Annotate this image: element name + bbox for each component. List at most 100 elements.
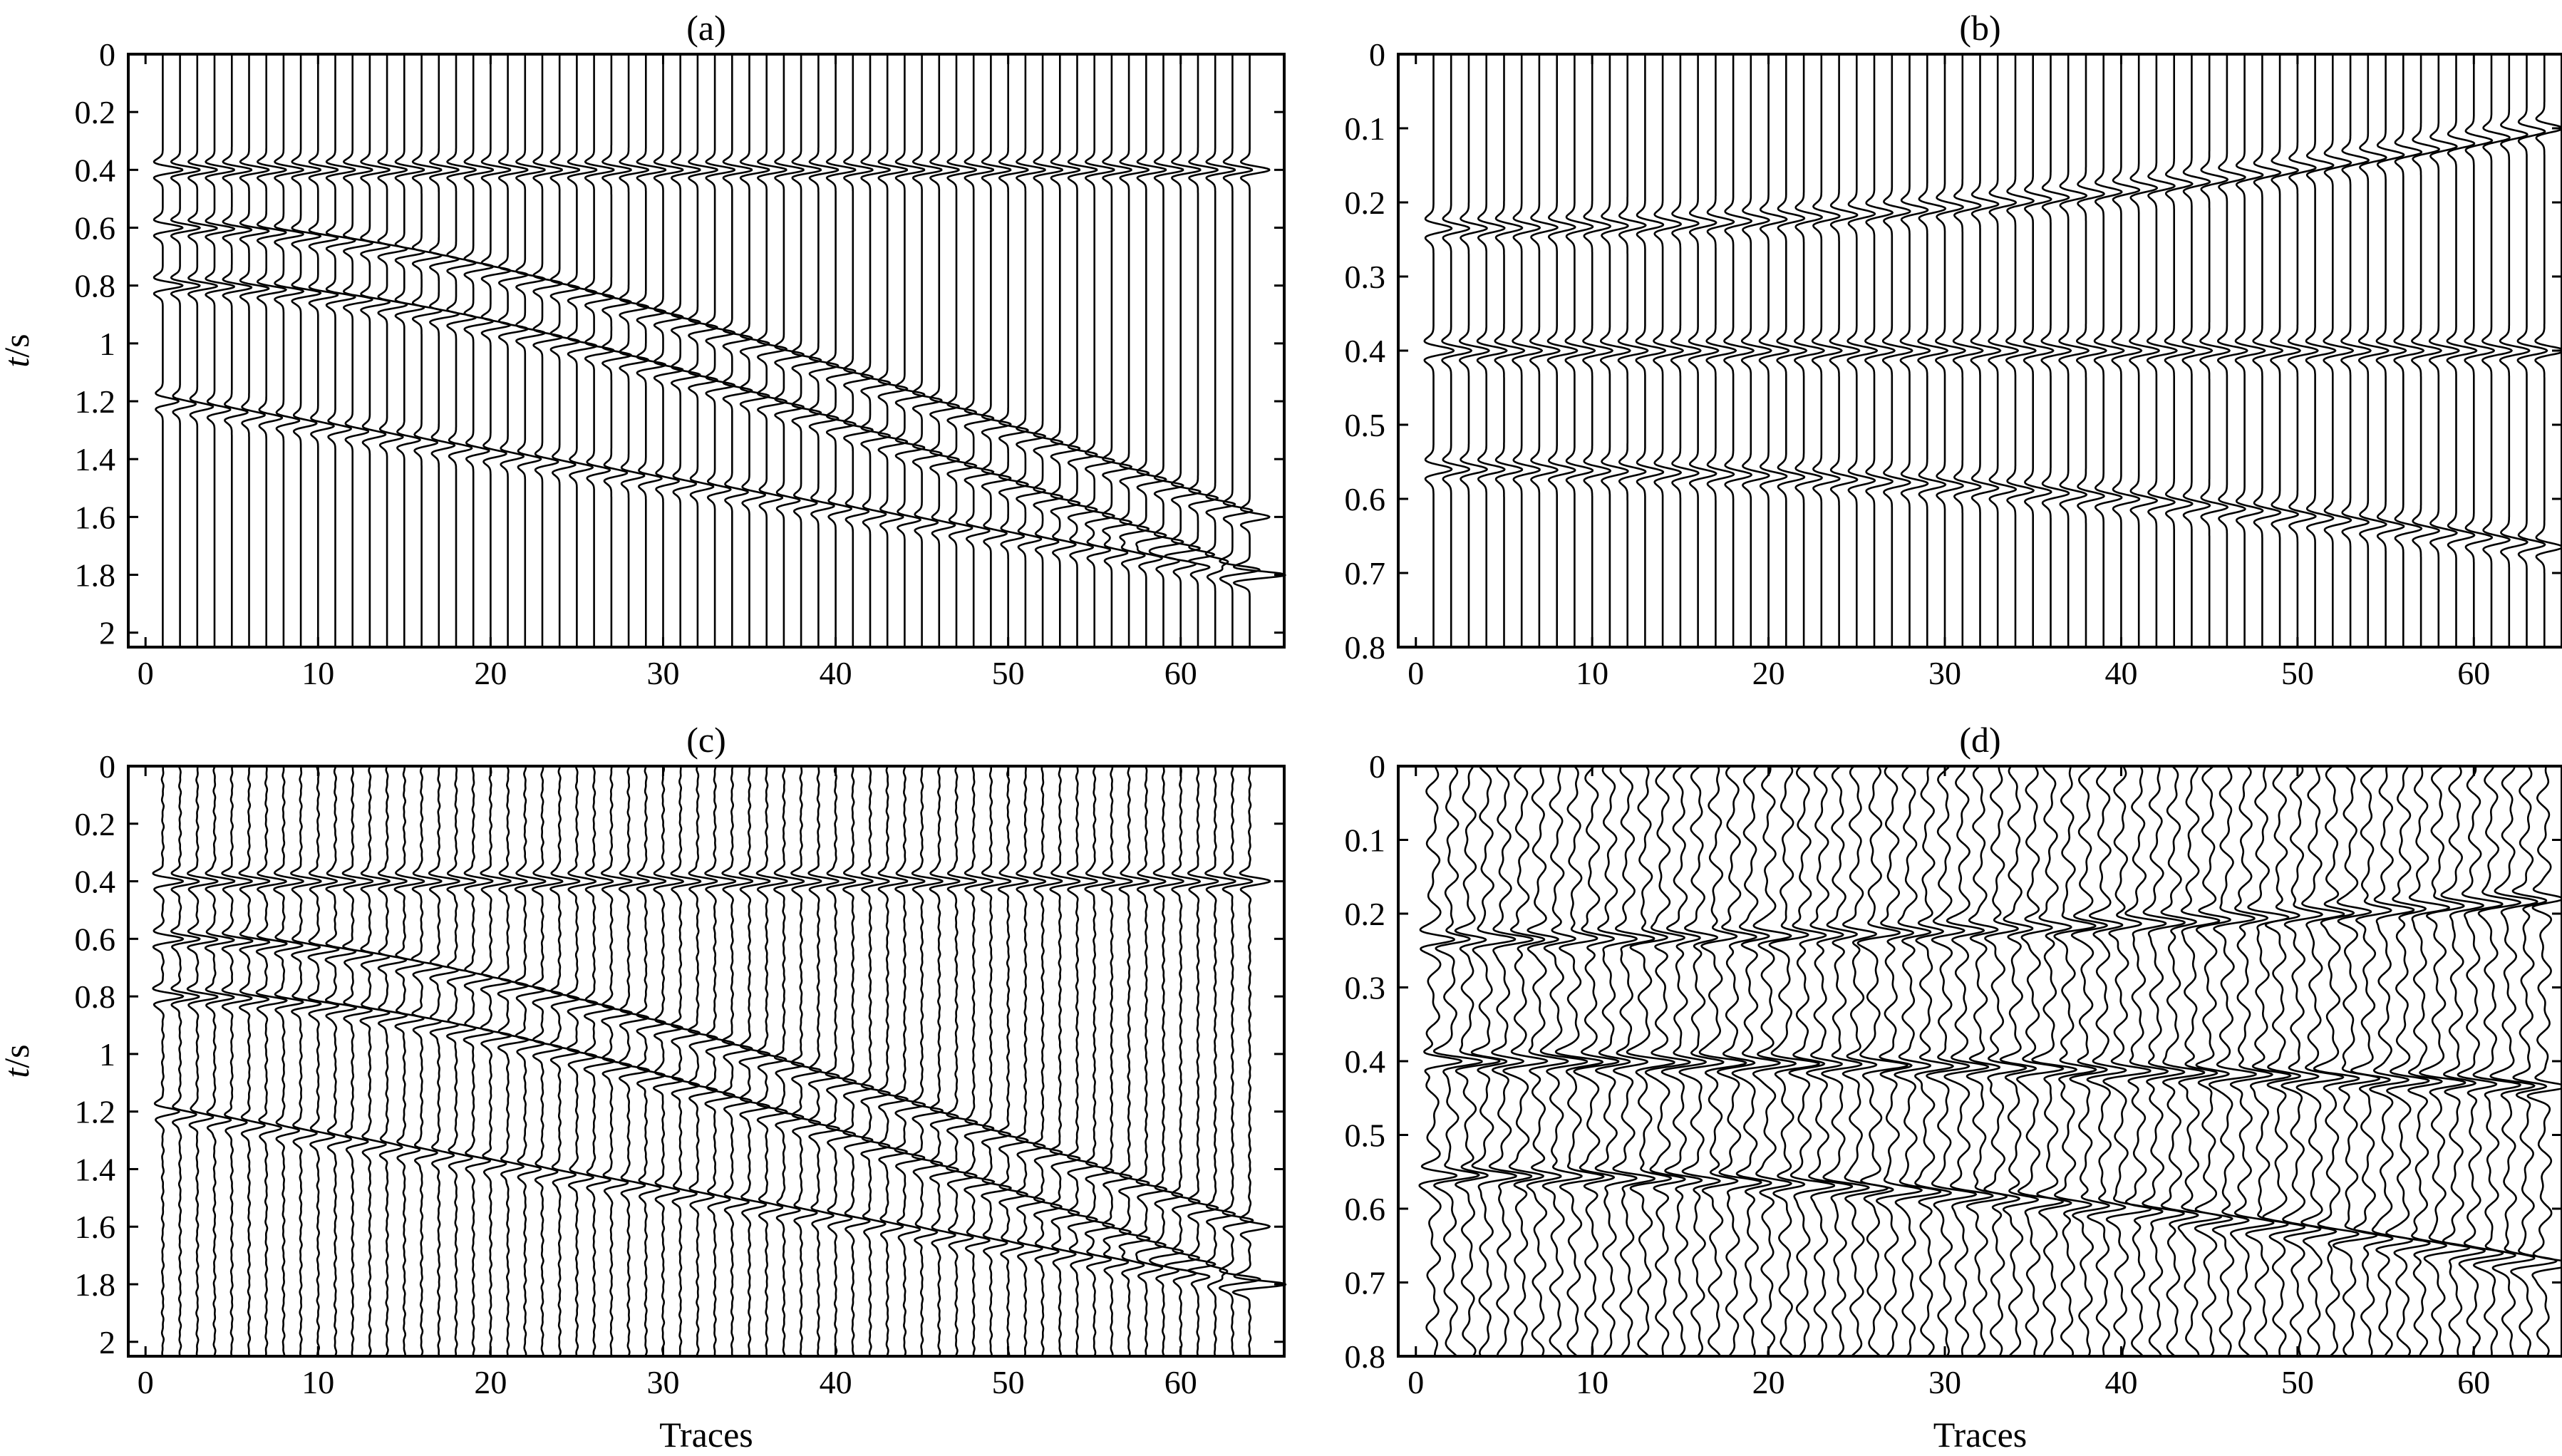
x-tick-label: 50	[2281, 655, 2314, 691]
y-axis-label-unit: /s	[0, 1044, 36, 1068]
trace	[221, 765, 254, 1357]
trace	[1050, 53, 1081, 648]
trace	[274, 53, 304, 648]
trace	[721, 765, 753, 1357]
y-tick-label: 0	[1369, 36, 1385, 73]
trace	[1705, 53, 1737, 648]
x-tick-label: 10	[301, 1364, 334, 1400]
trace	[2446, 53, 2478, 648]
trace	[1187, 765, 1219, 1357]
trace	[2262, 765, 2306, 1357]
trace	[2252, 53, 2284, 648]
trace	[2229, 765, 2275, 1357]
trace	[842, 765, 874, 1357]
trace	[1688, 53, 1720, 648]
y-tick-label: 0.8	[75, 979, 116, 1015]
trace	[1476, 53, 1508, 648]
x-tick-label: 50	[2281, 1364, 2314, 1400]
trace	[2031, 765, 2077, 1357]
x-tick-label: 20	[474, 655, 507, 691]
trace	[549, 53, 581, 648]
x-tick-label: 60	[1164, 655, 1197, 691]
x-tick-label: 60	[2457, 655, 2490, 691]
trace	[2516, 53, 2548, 648]
x-axis-label: Traces	[1933, 1415, 2027, 1455]
trace	[2005, 53, 2037, 648]
trace	[1546, 53, 1579, 648]
trace	[2369, 765, 2415, 1357]
y-tick-label: 0.8	[75, 268, 116, 304]
trace	[2016, 765, 2065, 1357]
trace	[186, 765, 219, 1357]
x-tick-label: 40	[820, 655, 852, 691]
trace	[652, 765, 684, 1357]
trace	[1118, 765, 1151, 1357]
trace	[1881, 53, 1913, 648]
trace	[2069, 765, 2110, 1357]
trace	[964, 53, 995, 648]
x-tick-label: 0	[138, 1364, 154, 1400]
trace	[343, 53, 373, 648]
trace	[738, 765, 771, 1357]
y-tick-label: 0.6	[75, 210, 116, 247]
y-tick-label: 1.8	[75, 1266, 116, 1303]
traces	[1423, 53, 2562, 648]
trace	[1582, 53, 1613, 648]
trace	[1794, 53, 1825, 648]
trace	[2323, 53, 2355, 648]
trace	[1564, 53, 1596, 648]
trace	[1983, 765, 2028, 1357]
trace	[1999, 765, 2039, 1357]
trace	[1670, 53, 1702, 648]
traces	[153, 53, 1286, 648]
y-tick-label: 1.6	[75, 1209, 116, 1245]
trace	[1526, 765, 1569, 1357]
y-tick-label: 0.2	[1345, 185, 1386, 221]
trace	[1418, 765, 1463, 1357]
trace	[359, 765, 391, 1357]
trace	[566, 765, 599, 1357]
trace	[1119, 53, 1150, 648]
trace	[688, 53, 718, 648]
trace	[463, 53, 495, 648]
y-tick-label: 1	[99, 326, 115, 362]
trace	[2419, 765, 2471, 1357]
trace	[393, 765, 425, 1357]
trace	[2385, 765, 2431, 1357]
x-tick-label: 60	[1164, 1364, 1197, 1400]
trace	[2287, 53, 2319, 648]
panel-title: (d)	[1959, 720, 2000, 760]
trace	[1829, 53, 1861, 648]
trace	[2340, 53, 2372, 648]
trace	[1470, 765, 1517, 1357]
x-tick-label: 0	[1407, 655, 1424, 691]
trace	[480, 765, 512, 1357]
trace	[2407, 765, 2450, 1357]
trace	[825, 53, 857, 648]
x-tick-label: 40	[2104, 1364, 2137, 1400]
trace	[1612, 765, 1656, 1357]
trace	[1067, 53, 1098, 648]
trace	[653, 53, 684, 648]
trace	[2305, 53, 2337, 648]
trace	[1678, 765, 1725, 1357]
trace	[1512, 53, 1543, 648]
trace	[324, 765, 357, 1357]
trace	[497, 765, 530, 1357]
trace	[687, 765, 718, 1357]
x-tick-label: 10	[1576, 1364, 1608, 1400]
trace	[2357, 53, 2390, 648]
trace	[1776, 53, 1808, 648]
trace	[1049, 765, 1081, 1357]
trace	[291, 53, 322, 648]
x-tick-label: 60	[2457, 1364, 2490, 1400]
trace	[1846, 53, 1879, 648]
y-tick-label: 0.6	[1345, 1191, 1386, 1227]
y-tick-label: 2	[99, 615, 115, 651]
trace	[1100, 765, 1133, 1357]
trace	[843, 53, 874, 648]
trace	[2489, 765, 2538, 1357]
trace	[929, 765, 961, 1357]
trace	[2281, 765, 2323, 1357]
trace	[636, 53, 667, 648]
